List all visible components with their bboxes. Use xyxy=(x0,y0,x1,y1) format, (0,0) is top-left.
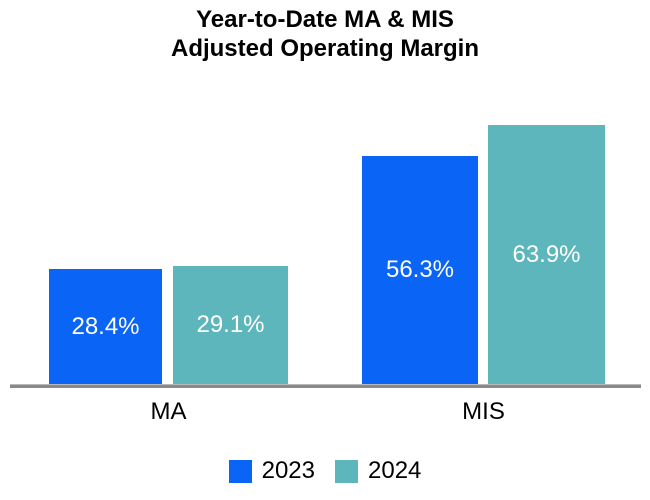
bar-ma-2024: 29.1% xyxy=(173,266,288,384)
bar-mis-2024: 63.9% xyxy=(488,125,605,384)
legend-item-2023: 2023 xyxy=(228,457,315,485)
chart-title: Year-to-Date MA & MIS Adjusted Operating… xyxy=(0,5,650,63)
legend-swatch-2023 xyxy=(228,459,252,483)
bar-value-label-ma-2023: 28.4% xyxy=(71,312,140,340)
bar-mis-2023: 56.3% xyxy=(362,156,478,384)
x-axis-label-ma: MA xyxy=(150,398,187,425)
x-axis-label-mis: MIS xyxy=(462,398,505,425)
chart-title-line2: Adjusted Operating Margin xyxy=(170,35,479,62)
legend-swatch-2024 xyxy=(335,459,358,483)
bar-value-label-mis-2023: 56.3% xyxy=(385,256,455,283)
x-axis-line xyxy=(10,384,641,388)
bar-value-label-ma-2024: 29.1% xyxy=(196,311,265,338)
chart-title-line1: Year-to-Date MA & MIS xyxy=(196,6,454,33)
legend-item-2024: 2024 xyxy=(335,457,421,485)
legend-label-2024: 2024 xyxy=(368,457,422,484)
legend: 2023 2024 xyxy=(0,457,650,485)
bar-ma-2023: 28.4% xyxy=(49,269,162,384)
legend-label-2023: 2023 xyxy=(261,457,315,484)
bar-value-label-mis-2024: 63.9% xyxy=(512,240,581,268)
plot-area: 28.4% 29.1% 56.3% 63.9% xyxy=(0,100,650,384)
